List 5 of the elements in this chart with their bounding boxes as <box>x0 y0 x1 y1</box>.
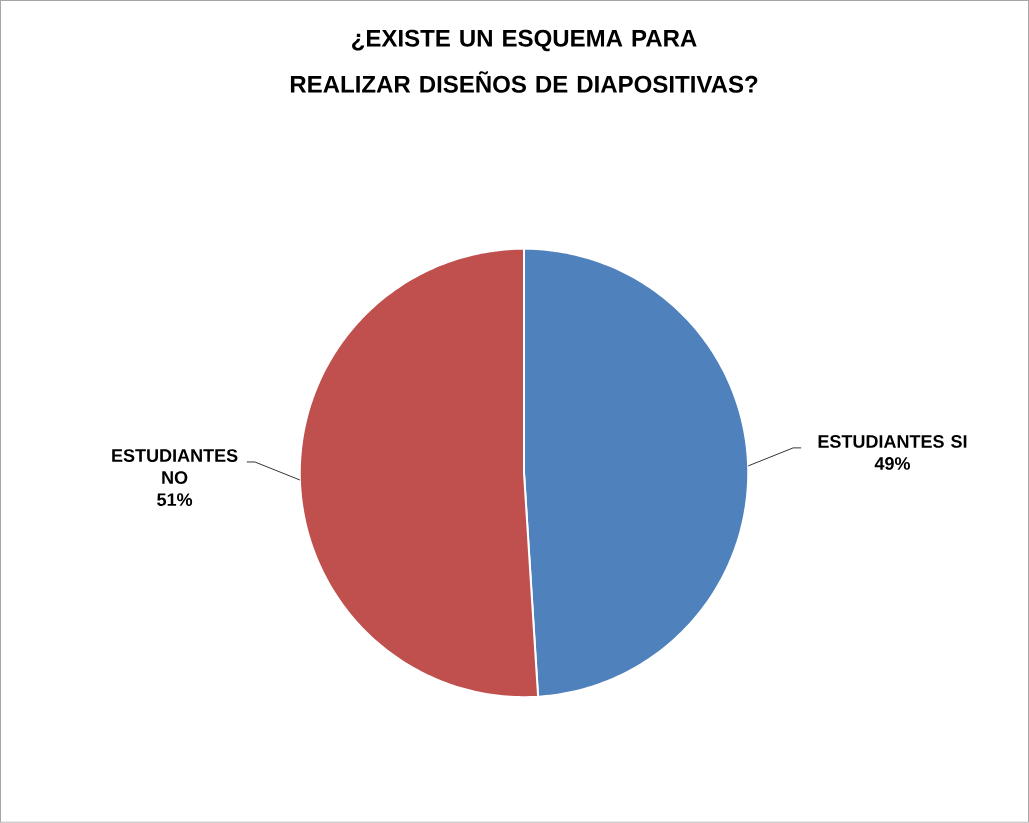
slice-label: ESTUDIANTES SI <box>818 435 967 448</box>
data-label: 49% <box>874 457 911 470</box>
data-label: 51% <box>157 493 193 507</box>
slice-label: ESTUDIANTES NO <box>112 449 238 485</box>
chart-title: ¿EXISTE UN ESQUEMA PARA REALIZAR DISEÑOS DE DIAPOSITIVAS? <box>290 29 758 93</box>
